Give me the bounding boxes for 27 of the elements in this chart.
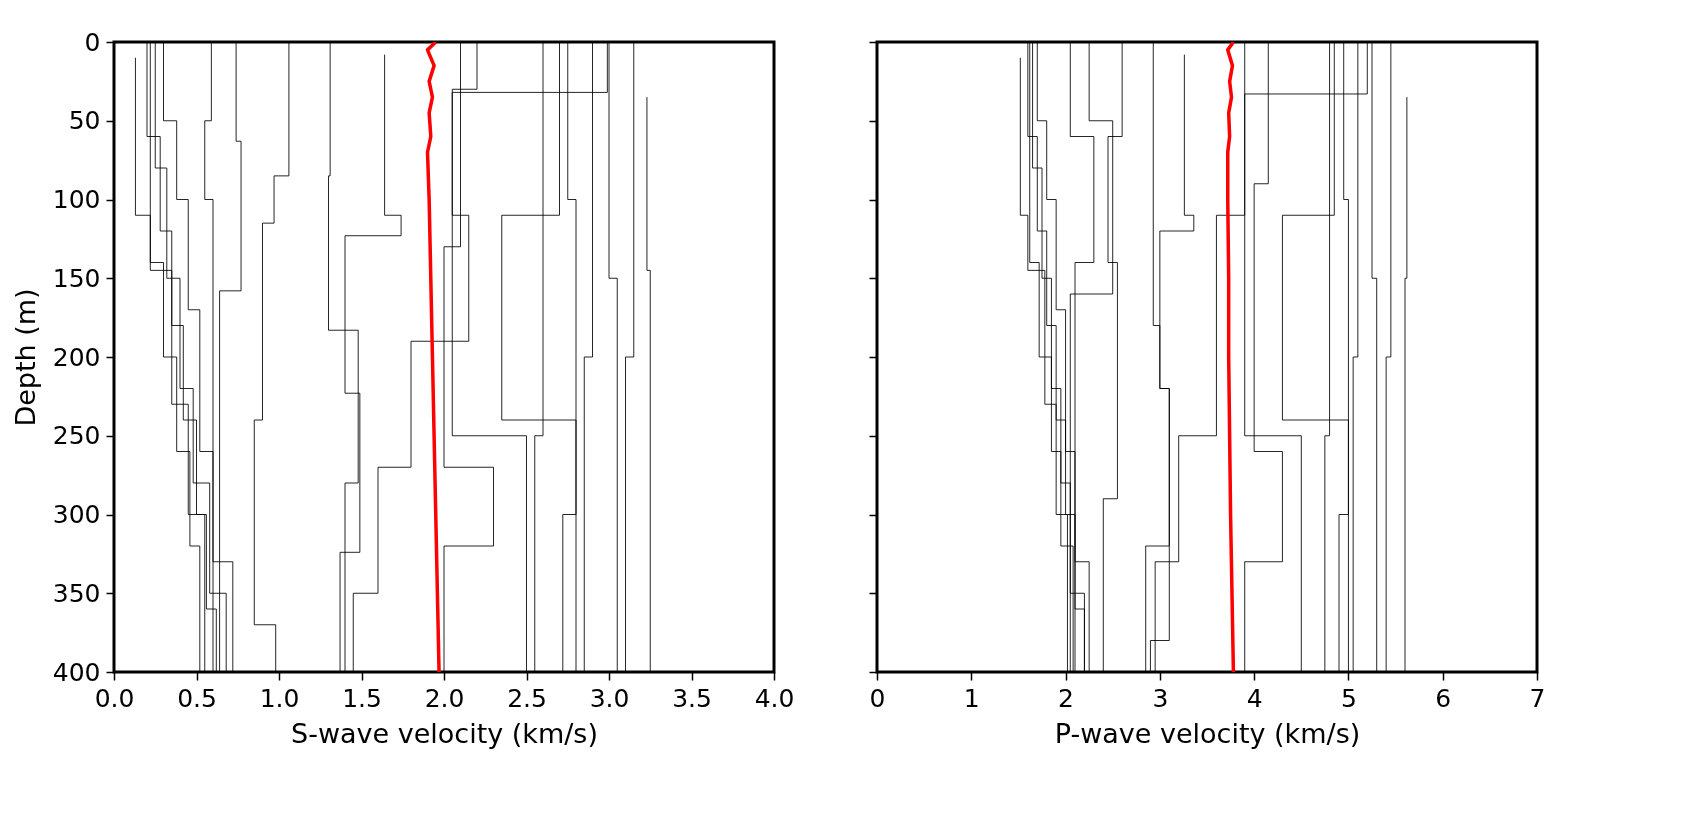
x-tick-label: 0: [869, 683, 886, 713]
x-tick-label: 5: [1340, 683, 1357, 713]
y-tick-label: 350: [52, 578, 101, 608]
x-tick-label: 2: [1058, 683, 1075, 713]
x-axis-title: P-wave velocity (km/s): [1054, 717, 1361, 749]
x-tick-label: 1.5: [342, 683, 382, 713]
x-tick-label: 1: [963, 683, 980, 713]
x-tick-label: 3.5: [672, 683, 712, 713]
y-tick-label: 300: [52, 500, 101, 529]
x-tick-label: 3.0: [589, 683, 630, 713]
y-tick-label: 250: [52, 421, 101, 451]
y-tick-label: 100: [52, 185, 101, 214]
y-tick-label: 150: [52, 263, 101, 293]
x-axis-title: S-wave velocity (km/s): [291, 717, 598, 749]
x-tick-label: 1.0: [259, 683, 300, 713]
y-axis-title: Depth (m): [9, 288, 41, 427]
y-tick-label: 200: [52, 342, 101, 372]
x-tick-label: 2.5: [507, 683, 547, 713]
x-tick-label: 0.5: [177, 683, 217, 713]
y-tick-label: 50: [68, 106, 101, 136]
x-tick-label: 4: [1246, 683, 1263, 713]
y-tick-label: 0: [84, 27, 101, 57]
x-tick-label: 2.0: [424, 683, 465, 713]
x-tick-label: 6: [1435, 683, 1452, 713]
x-tick-label: 3: [1152, 683, 1169, 713]
x-tick-label: 7: [1529, 683, 1546, 713]
x-tick-label: 4.0: [754, 683, 795, 713]
